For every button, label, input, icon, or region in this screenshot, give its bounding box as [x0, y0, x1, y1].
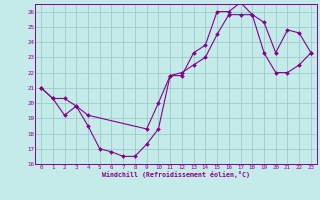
X-axis label: Windchill (Refroidissement éolien,°C): Windchill (Refroidissement éolien,°C) [102, 171, 250, 178]
